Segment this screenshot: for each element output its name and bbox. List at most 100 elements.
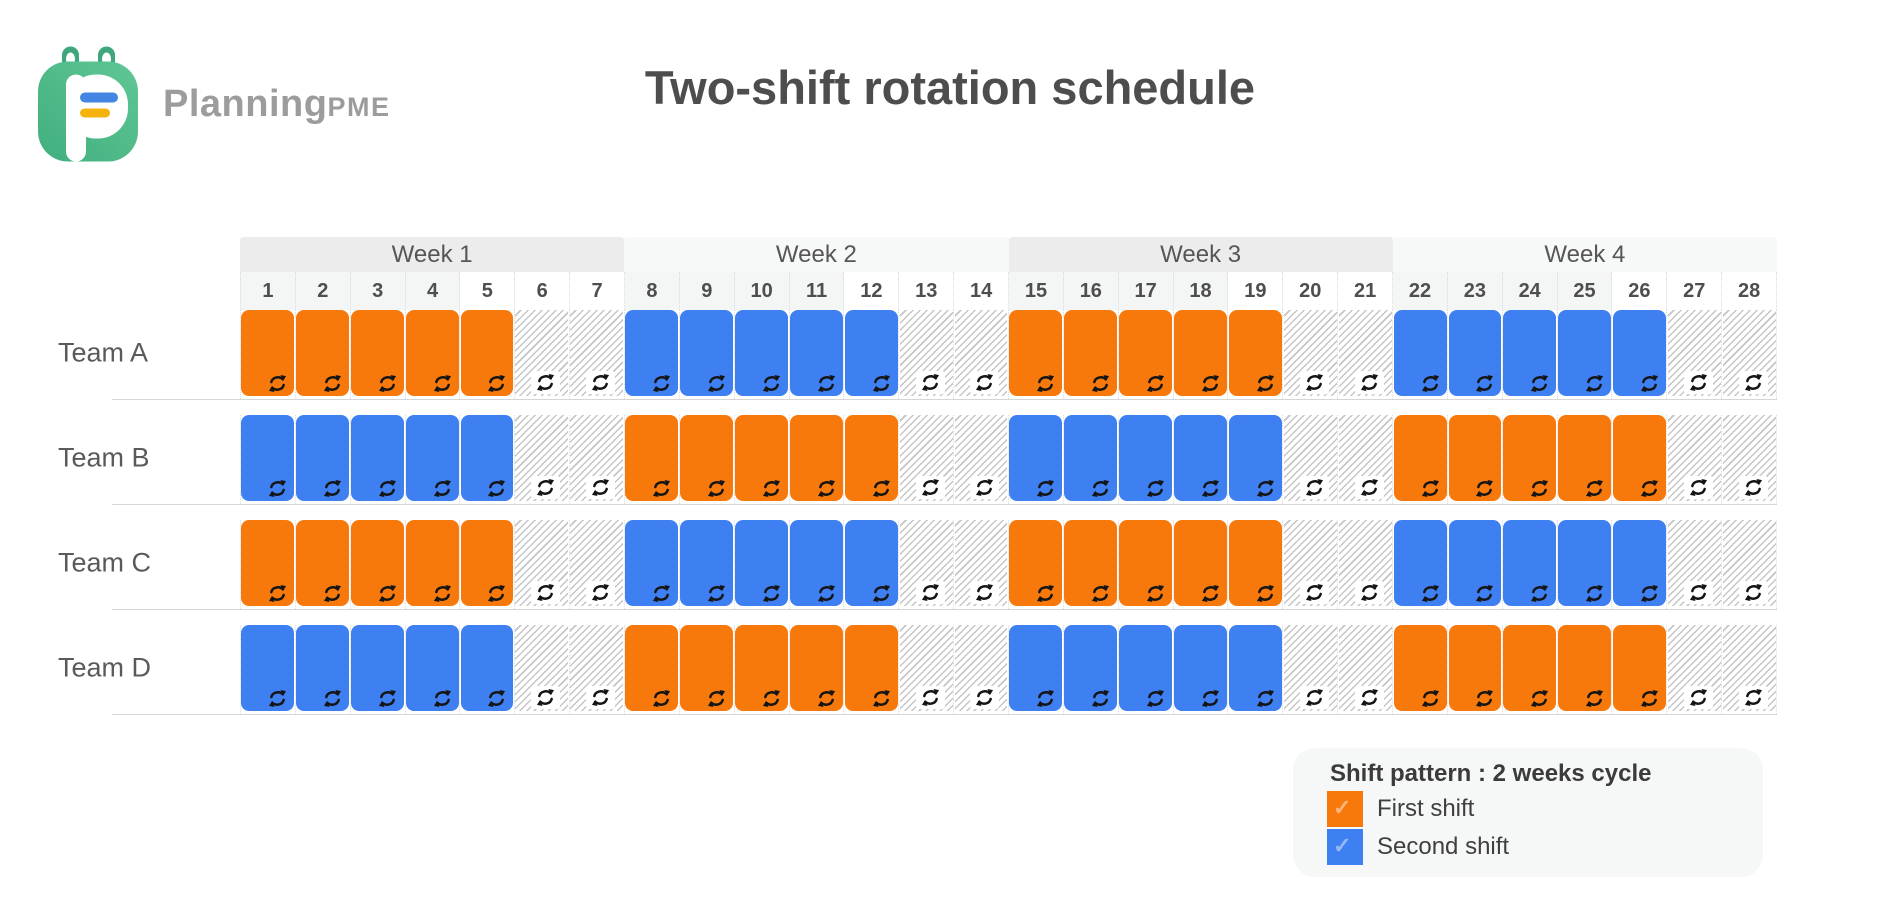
- second-shift-cell[interactable]: [1448, 520, 1502, 606]
- weekend-cell[interactable]: [1723, 415, 1776, 501]
- weekend-cell[interactable]: [1668, 415, 1722, 501]
- second-shift-cell[interactable]: [405, 415, 459, 501]
- first-shift-cell[interactable]: [1229, 520, 1282, 606]
- second-shift-cell[interactable]: [350, 625, 404, 711]
- first-shift-cell[interactable]: [1448, 415, 1502, 501]
- second-shift-cell[interactable]: [405, 625, 459, 711]
- first-shift-cell[interactable]: [844, 415, 898, 501]
- second-shift-cell[interactable]: [680, 520, 734, 606]
- second-shift-cell[interactable]: [1558, 520, 1612, 606]
- second-shift-cell[interactable]: [460, 415, 514, 501]
- second-shift-cell[interactable]: [680, 310, 734, 396]
- second-shift-cell[interactable]: [1393, 520, 1447, 606]
- first-shift-cell[interactable]: [1393, 415, 1447, 501]
- weekend-cell[interactable]: [954, 310, 1008, 396]
- second-shift-cell[interactable]: [1393, 310, 1447, 396]
- first-shift-cell[interactable]: [1174, 520, 1228, 606]
- second-shift-cell[interactable]: [1229, 415, 1282, 501]
- weekend-cell[interactable]: [1283, 310, 1337, 396]
- first-shift-cell[interactable]: [735, 415, 788, 501]
- first-shift-cell[interactable]: [1064, 520, 1118, 606]
- first-shift-cell[interactable]: [1393, 625, 1447, 711]
- second-shift-cell[interactable]: [1229, 625, 1282, 711]
- weekend-cell[interactable]: [1723, 310, 1776, 396]
- weekend-cell[interactable]: [1668, 520, 1722, 606]
- first-shift-cell[interactable]: [241, 520, 294, 606]
- second-shift-cell[interactable]: [844, 520, 898, 606]
- weekend-cell[interactable]: [899, 310, 953, 396]
- weekend-cell[interactable]: [1338, 415, 1392, 501]
- first-shift-cell[interactable]: [405, 310, 459, 396]
- second-shift-cell[interactable]: [1119, 625, 1173, 711]
- weekend-cell[interactable]: [515, 310, 569, 396]
- second-shift-cell[interactable]: [844, 310, 898, 396]
- weekend-cell[interactable]: [515, 625, 569, 711]
- second-shift-cell[interactable]: [350, 415, 404, 501]
- second-shift-cell[interactable]: [1558, 310, 1612, 396]
- weekend-cell[interactable]: [954, 520, 1008, 606]
- weekend-cell[interactable]: [570, 625, 624, 711]
- first-shift-cell[interactable]: [350, 310, 404, 396]
- second-shift-cell[interactable]: [295, 415, 349, 501]
- first-shift-cell[interactable]: [295, 520, 349, 606]
- second-shift-cell[interactable]: [1613, 520, 1667, 606]
- weekend-cell[interactable]: [1668, 310, 1722, 396]
- second-shift-cell[interactable]: [735, 520, 788, 606]
- second-shift-cell[interactable]: [1613, 310, 1667, 396]
- first-shift-cell[interactable]: [1613, 625, 1667, 711]
- second-shift-cell[interactable]: [625, 520, 679, 606]
- first-shift-cell[interactable]: [1558, 625, 1612, 711]
- first-shift-cell[interactable]: [1448, 625, 1502, 711]
- weekend-cell[interactable]: [1338, 520, 1392, 606]
- second-shift-cell[interactable]: [1064, 625, 1118, 711]
- weekend-cell[interactable]: [1283, 415, 1337, 501]
- first-shift-cell[interactable]: [460, 310, 514, 396]
- first-shift-cell[interactable]: [625, 415, 679, 501]
- second-shift-cell[interactable]: [1009, 415, 1063, 501]
- second-shift-cell[interactable]: [1174, 625, 1228, 711]
- weekend-cell[interactable]: [1283, 625, 1337, 711]
- first-shift-cell[interactable]: [405, 520, 459, 606]
- weekend-cell[interactable]: [1338, 310, 1392, 396]
- second-shift-cell[interactable]: [1503, 520, 1557, 606]
- first-shift-cell[interactable]: [1174, 310, 1228, 396]
- weekend-cell[interactable]: [1723, 625, 1776, 711]
- second-shift-cell[interactable]: [1174, 415, 1228, 501]
- second-shift-cell[interactable]: [460, 625, 514, 711]
- weekend-cell[interactable]: [954, 415, 1008, 501]
- weekend-cell[interactable]: [1338, 625, 1392, 711]
- first-shift-cell[interactable]: [1119, 520, 1173, 606]
- second-shift-cell[interactable]: [789, 310, 843, 396]
- second-shift-cell[interactable]: [1064, 415, 1118, 501]
- first-shift-cell[interactable]: [789, 625, 843, 711]
- first-shift-cell[interactable]: [680, 625, 734, 711]
- weekend-cell[interactable]: [899, 415, 953, 501]
- second-shift-cell[interactable]: [735, 310, 788, 396]
- second-shift-cell[interactable]: [1009, 625, 1063, 711]
- weekend-cell[interactable]: [570, 520, 624, 606]
- weekend-cell[interactable]: [1723, 520, 1776, 606]
- weekend-cell[interactable]: [899, 520, 953, 606]
- first-shift-cell[interactable]: [789, 415, 843, 501]
- weekend-cell[interactable]: [570, 415, 624, 501]
- first-shift-cell[interactable]: [295, 310, 349, 396]
- first-shift-cell[interactable]: [460, 520, 514, 606]
- weekend-cell[interactable]: [899, 625, 953, 711]
- weekend-cell[interactable]: [1668, 625, 1722, 711]
- second-shift-cell[interactable]: [1503, 310, 1557, 396]
- first-shift-cell[interactable]: [844, 625, 898, 711]
- second-shift-cell[interactable]: [241, 415, 294, 501]
- weekend-cell[interactable]: [954, 625, 1008, 711]
- weekend-cell[interactable]: [515, 415, 569, 501]
- second-shift-cell[interactable]: [241, 625, 294, 711]
- first-shift-cell[interactable]: [1558, 415, 1612, 501]
- first-shift-cell[interactable]: [1229, 310, 1282, 396]
- first-shift-cell[interactable]: [680, 415, 734, 501]
- weekend-cell[interactable]: [1283, 520, 1337, 606]
- second-shift-cell[interactable]: [789, 520, 843, 606]
- first-shift-cell[interactable]: [350, 520, 404, 606]
- first-shift-cell[interactable]: [1503, 625, 1557, 711]
- second-shift-cell[interactable]: [1119, 415, 1173, 501]
- second-shift-cell[interactable]: [1448, 310, 1502, 396]
- second-shift-cell[interactable]: [625, 310, 679, 396]
